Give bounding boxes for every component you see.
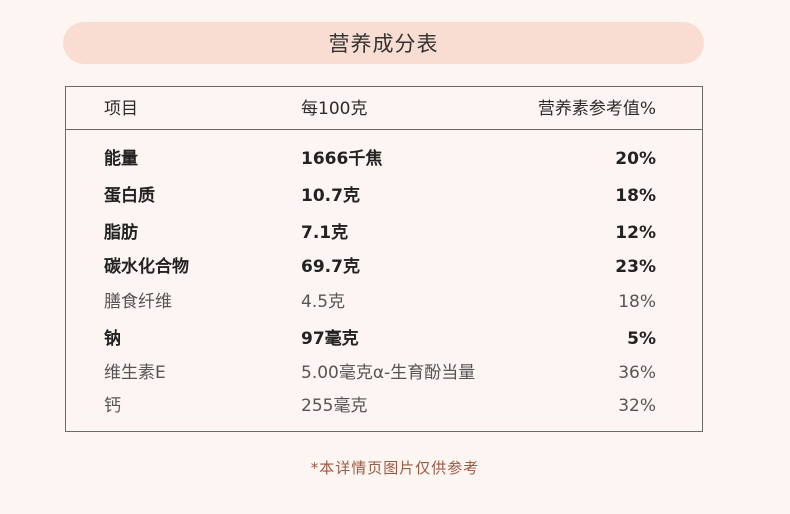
table-header: 项目 每100克 营养素参考值%	[66, 87, 702, 130]
header-item: 项目	[104, 99, 138, 119]
row-item: 能量	[104, 149, 138, 169]
row-value: 7.1克	[301, 223, 349, 243]
table-row: 蛋白质 10.7克 18%	[66, 181, 702, 211]
row-value: 5.00毫克α-生育酚当量	[301, 363, 476, 383]
row-nrv: 12%	[615, 223, 656, 243]
page-title: 营养成分表	[328, 32, 439, 56]
row-value: 69.7克	[301, 257, 360, 277]
row-nrv: 20%	[615, 149, 656, 169]
row-item: 脂肪	[104, 223, 138, 243]
row-item: 膳食纤维	[104, 292, 172, 312]
row-value: 10.7克	[301, 186, 360, 206]
table-row: 能量 1666千焦 20%	[66, 144, 702, 174]
row-nrv: 32%	[618, 396, 656, 416]
row-nrv: 5%	[627, 329, 656, 349]
row-value: 1666千焦	[301, 149, 383, 169]
row-nrv: 23%	[615, 257, 656, 277]
row-nrv: 18%	[615, 186, 656, 206]
disclaimer-note: *本详情页图片仅供参考	[310, 459, 480, 477]
row-item: 蛋白质	[104, 186, 155, 206]
row-item: 维生素E	[104, 363, 166, 383]
row-value: 255毫克	[301, 396, 368, 416]
header-nrv: 营养素参考值%	[537, 99, 656, 119]
title-banner: 营养成分表	[63, 22, 704, 64]
row-value: 97毫克	[301, 329, 359, 349]
table-row: 膳食纤维 4.5克 18%	[66, 287, 702, 317]
table-row: 脂肪 7.1克 12%	[66, 218, 702, 248]
row-item: 钙	[104, 396, 121, 416]
table-row: 钙 255毫克 32%	[66, 391, 702, 421]
row-item: 钠	[104, 329, 121, 349]
row-nrv: 36%	[618, 363, 656, 383]
header-per100: 每100克	[301, 99, 368, 119]
row-item: 碳水化合物	[104, 257, 189, 277]
table-row: 钠 97毫克 5%	[66, 324, 702, 354]
row-value: 4.5克	[301, 292, 346, 312]
table-row: 碳水化合物 69.7克 23%	[66, 252, 702, 282]
row-nrv: 18%	[618, 292, 656, 312]
nutrition-table: 项目 每100克 营养素参考值% 能量 1666千焦 20% 蛋白质 10.7克 18% 脂…	[65, 86, 703, 432]
table-row: 维生素E 5.00毫克α-生育酚当量 36%	[66, 358, 702, 388]
